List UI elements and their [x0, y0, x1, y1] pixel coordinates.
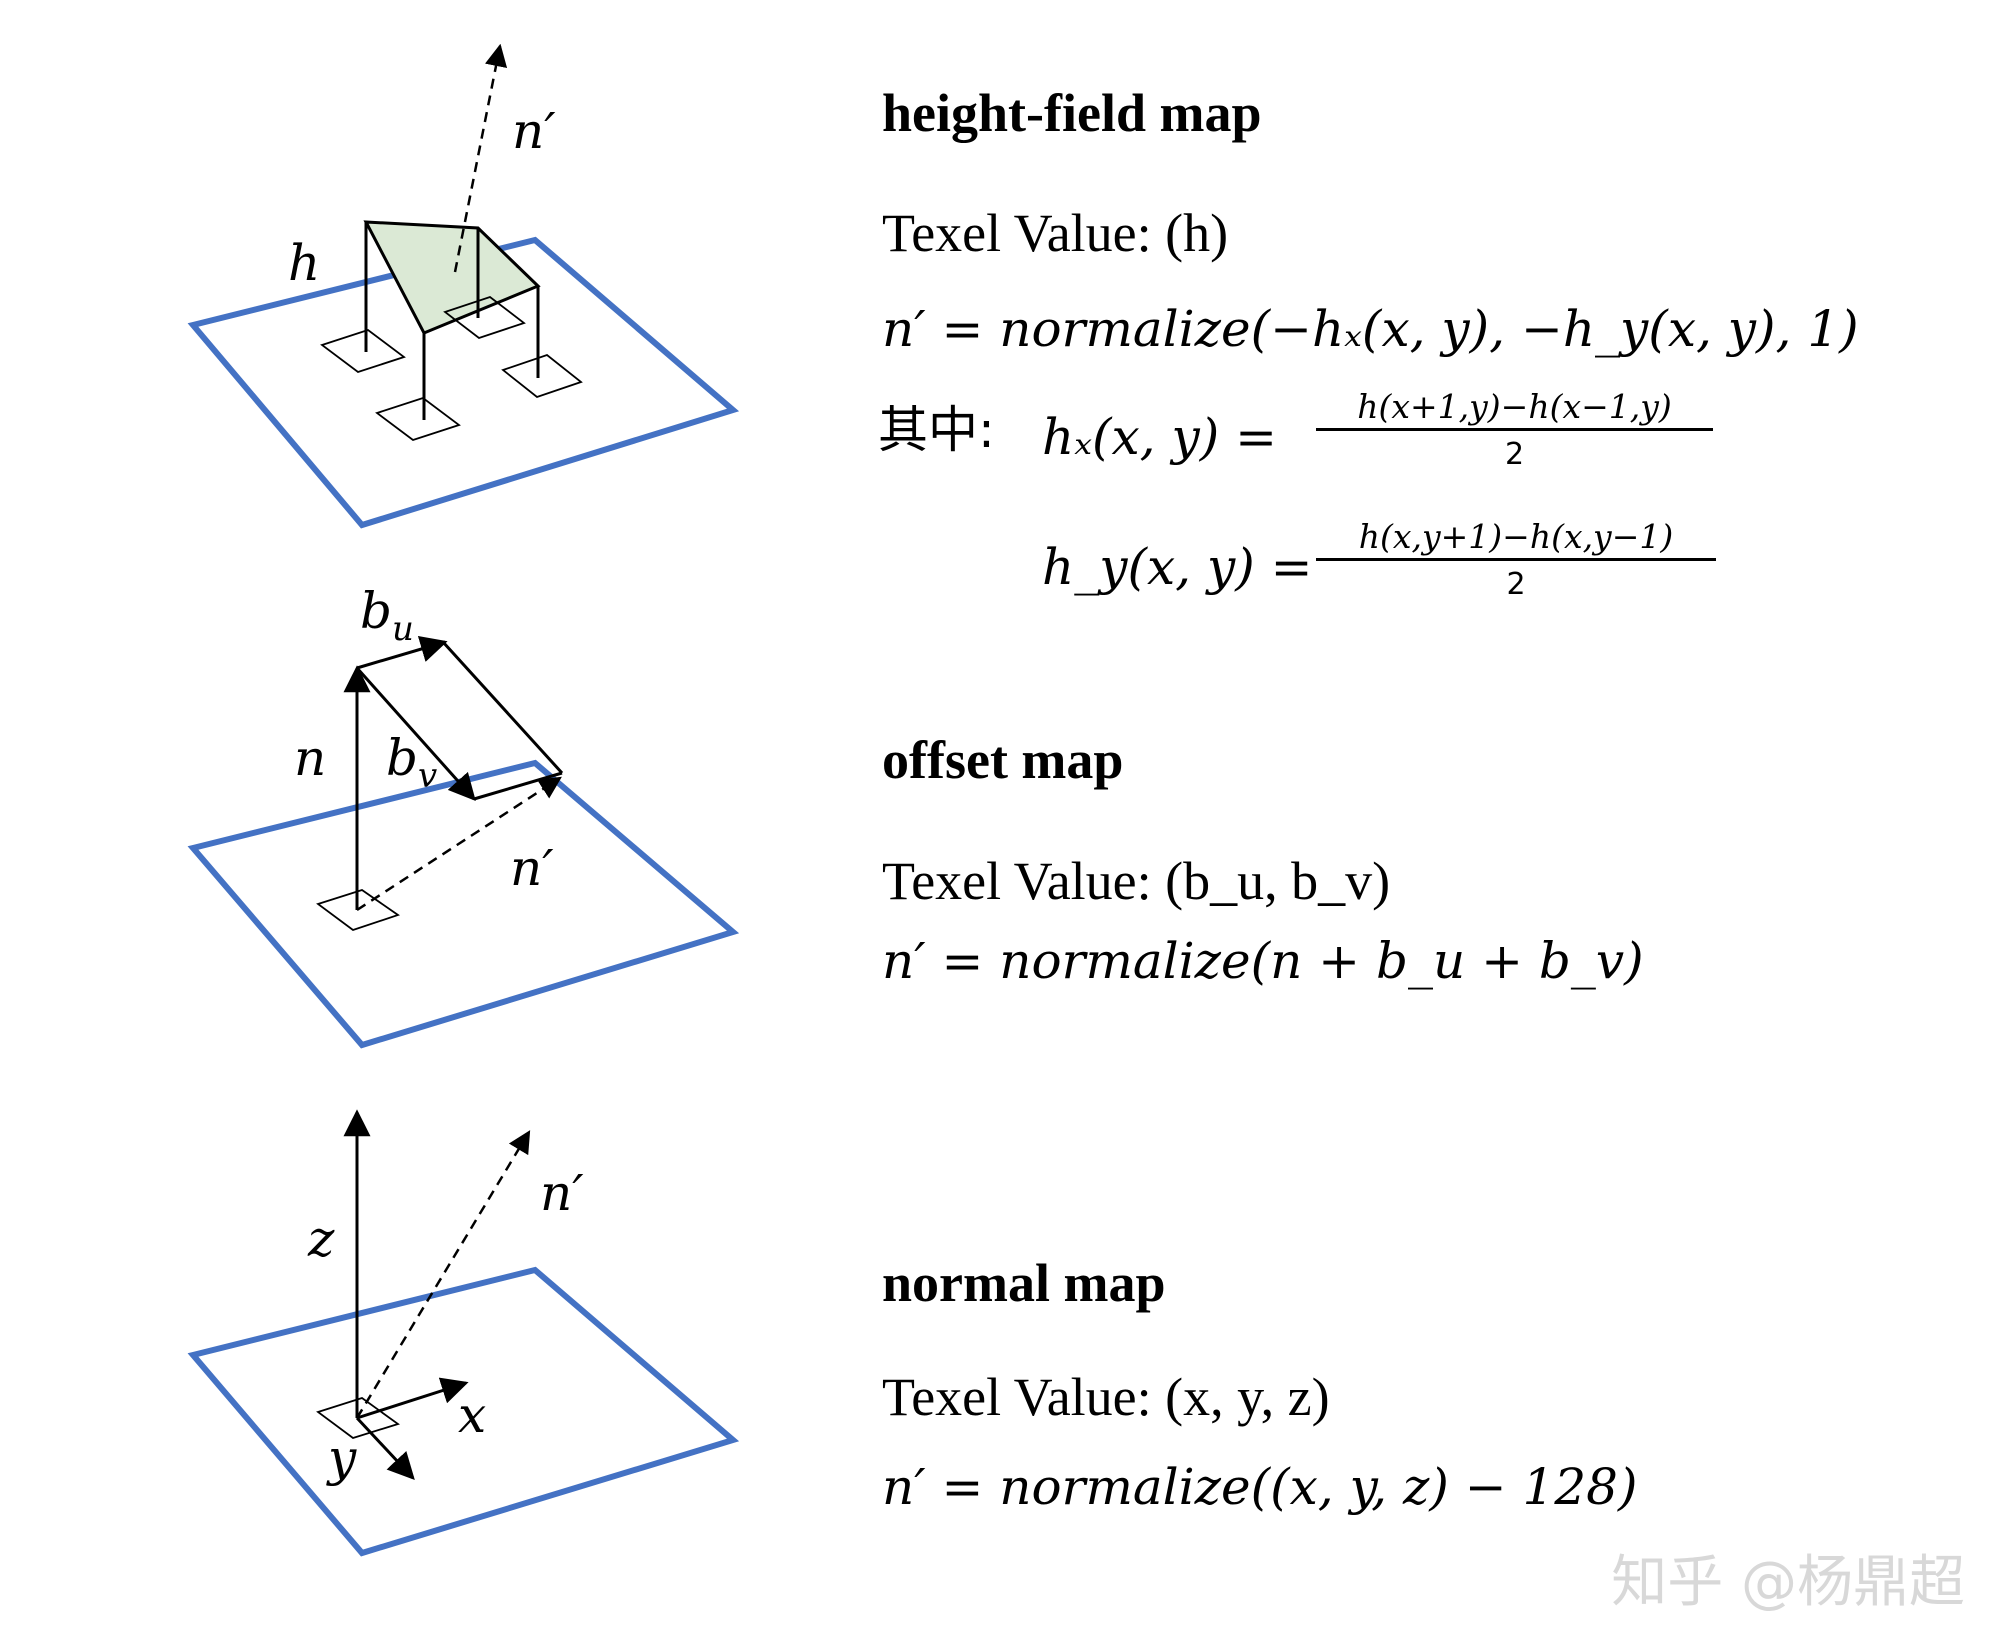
height-posts [364, 222, 540, 420]
offset-label-n: n [294, 729, 326, 787]
height-label-n-prime: n′ [512, 102, 556, 160]
height-normal-arrow [453, 43, 508, 273]
offset-map-title: offset map [882, 730, 1124, 790]
offset-plane [187, 759, 740, 1049]
hx-fraction: h(x+1,y)−h(x−1,y) 2 [1316, 390, 1713, 470]
height-sample-squares [320, 295, 583, 442]
offset-texel-value: (b_u, b_v) [1165, 851, 1391, 911]
height-texel-line: Texel Value: (h) [882, 206, 1228, 260]
normal-texel-value: (x, y, z) [1165, 1367, 1330, 1427]
offset-texel-line: Texel Value: (b_u, b_v) [882, 854, 1390, 908]
watermark: 知乎 @杨鼎超 [1611, 1550, 1965, 1615]
height-where-label: 其中: [878, 401, 995, 459]
offset-diagram: bu n bv n′ [187, 582, 740, 1049]
height-field-title: height-field map [882, 83, 1262, 143]
offset-result-n-prime-arrow [356, 776, 562, 912]
hx-lhs: hₓ(x, y) = [1042, 408, 1277, 466]
normal-map-diagram: z x y n′ [187, 1109, 740, 1557]
normal-texel-label: Texel Value: [882, 1367, 1166, 1427]
normal-n-prime-arrow [355, 1130, 531, 1419]
height-texel-value: (h) [1165, 203, 1229, 263]
hx-denominator: 2 [1504, 437, 1525, 472]
hx-numerator: h(x+1,y)−h(x−1,y) [1357, 387, 1672, 426]
normal-map-title: normal map [882, 1253, 1166, 1313]
normal-label-n-prime: n′ [540, 1164, 584, 1222]
height-equation: n′ = normalize(−hₓ(x, y), −h_y(x, y), 1) [882, 300, 1859, 358]
hy-fraction-bar [1316, 558, 1716, 561]
normal-sample-square [316, 1397, 400, 1439]
normal-equation: n′ = normalize((x, y, z) − 128) [882, 1458, 1638, 1516]
normal-label-z: z [307, 1210, 335, 1268]
normal-y-axis-arrow [355, 1416, 415, 1480]
normal-texel-line: Texel Value: (x, y, z) [882, 1370, 1330, 1424]
offset-label-n-prime: n′ [510, 839, 554, 897]
normal-label-y: y [326, 1429, 357, 1487]
normal-x-axis-arrow [356, 1377, 469, 1420]
offset-label-bu: bu [360, 582, 414, 649]
normal-map-plane [187, 1266, 740, 1557]
normal-label-x: x [458, 1386, 486, 1444]
height-label-h: h [288, 234, 320, 292]
offset-label-bv: bv [386, 729, 437, 796]
offset-equation: n′ = normalize(n + b_u + b_v) [882, 932, 1644, 990]
hy-denominator: 2 [1506, 567, 1526, 602]
offset-texel-label: Texel Value: [882, 851, 1166, 911]
height-texel-label: Texel Value: [882, 203, 1166, 263]
hy-numerator: h(x,y+1)−h(x,y−1) [1358, 517, 1674, 556]
hx-fraction-bar [1316, 428, 1713, 431]
hy-fraction: h(x,y+1)−h(x,y−1) 2 [1316, 520, 1716, 600]
offset-bv-arrow [355, 667, 476, 802]
offset-bu-arrow [356, 635, 448, 670]
hy-lhs: h_y(x, y) = [1042, 538, 1313, 596]
offset-parallelogram-edge [441, 640, 564, 775]
offset-sample-square [316, 889, 400, 932]
height-field-diagram: h n′ [187, 43, 740, 529]
